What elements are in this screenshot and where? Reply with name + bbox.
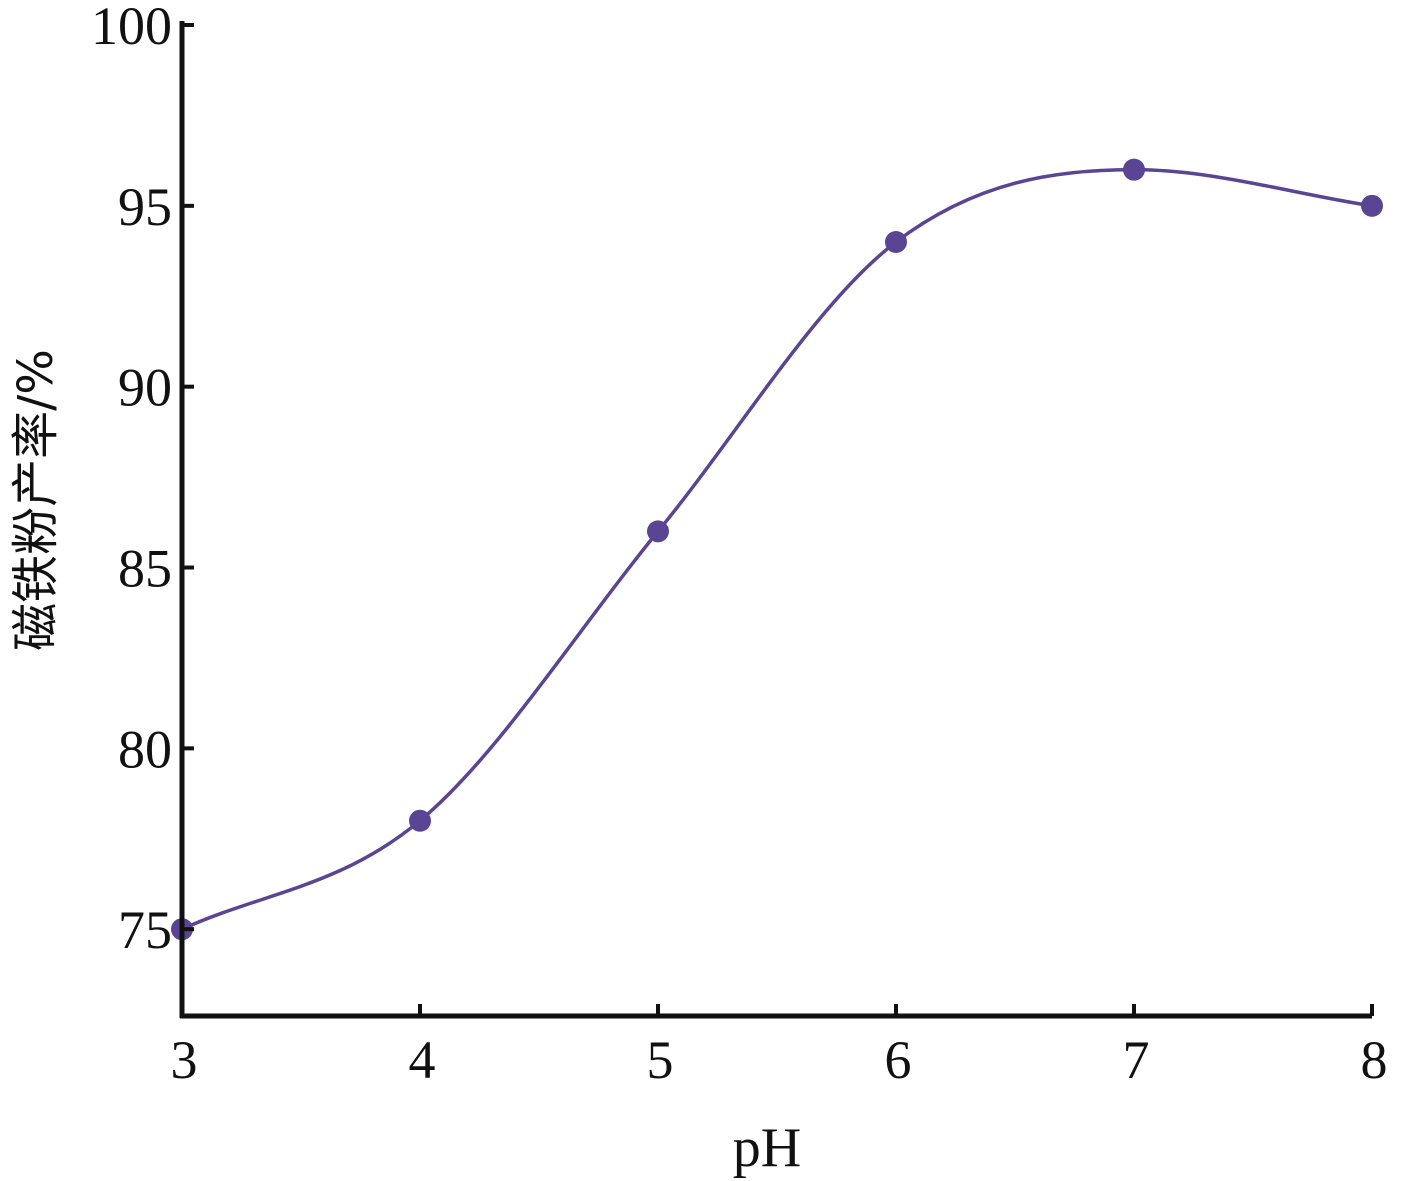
x-tick-label: 3 bbox=[171, 1030, 198, 1090]
series-marker-layer bbox=[171, 158, 1383, 941]
data-point bbox=[1123, 158, 1145, 181]
y-axis-title: 磁铁粉产率/% bbox=[8, 349, 64, 651]
axes bbox=[179, 21, 1372, 1019]
x-tick-label: 5 bbox=[647, 1030, 674, 1090]
data-point bbox=[885, 231, 907, 254]
y-tick-label: 85 bbox=[118, 539, 172, 599]
data-point bbox=[647, 520, 669, 543]
data-point bbox=[1361, 194, 1383, 217]
data-point bbox=[409, 809, 431, 832]
y-tick-label: 90 bbox=[118, 358, 172, 418]
series-curve-layer bbox=[181, 167, 1373, 931]
y-tick-label: 75 bbox=[118, 900, 172, 960]
y-tick-label: 100 bbox=[91, 0, 172, 56]
y-tick-label: 80 bbox=[118, 719, 172, 779]
x-axis-title: pH bbox=[733, 1117, 801, 1179]
x-tick-label: 6 bbox=[885, 1030, 912, 1090]
x-tick-label: 8 bbox=[1361, 1030, 1388, 1090]
y-axis-ticks: 75 80 85 90 95 100 bbox=[91, 0, 194, 960]
series-line bbox=[181, 167, 1373, 931]
x-tick-label: 4 bbox=[409, 1030, 436, 1090]
y-tick-label: 95 bbox=[118, 177, 172, 237]
x-axis-ticks: 3 4 5 6 7 8 bbox=[171, 1004, 1388, 1090]
x-tick-label: 7 bbox=[1123, 1030, 1150, 1090]
